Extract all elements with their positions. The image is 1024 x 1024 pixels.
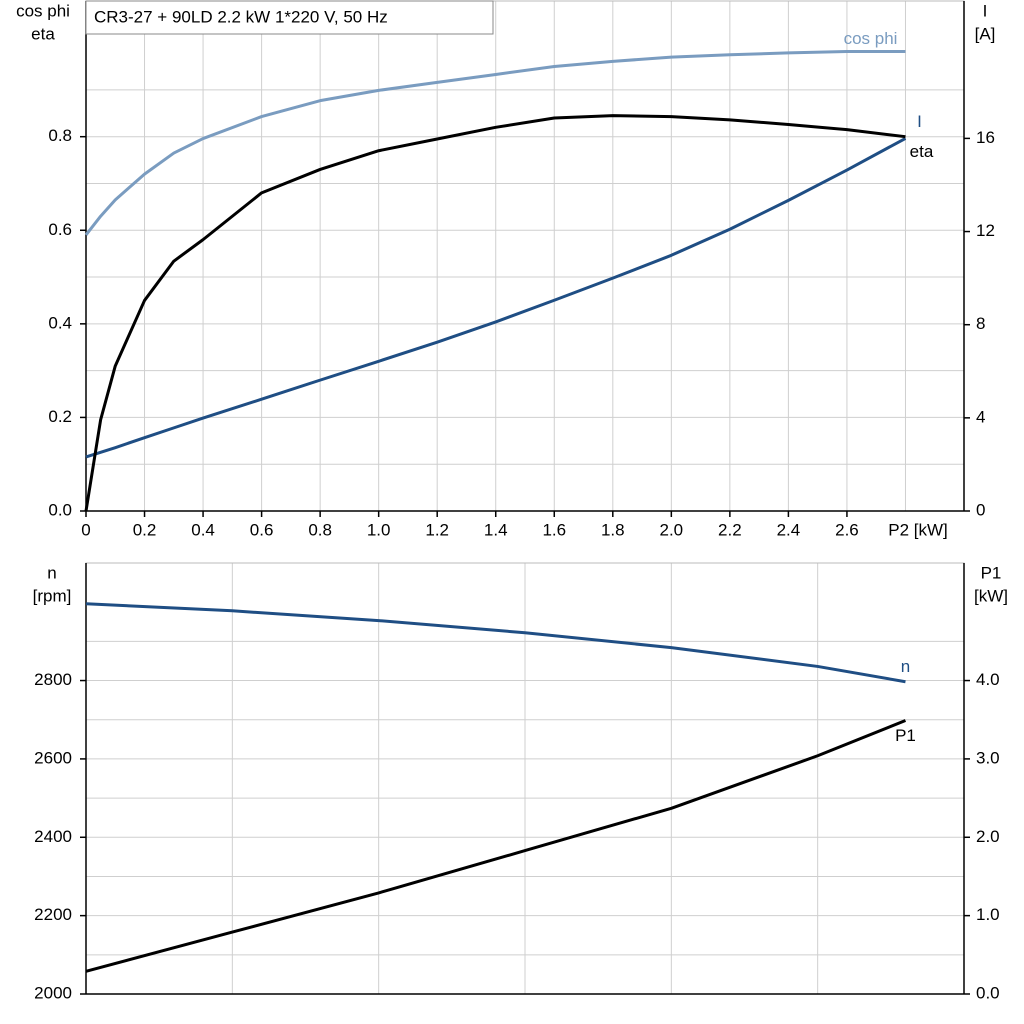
x-tick-label: 1.4: [484, 520, 508, 539]
y-tick-label: 0.2: [48, 407, 72, 426]
x-tick-label: 0: [81, 520, 90, 539]
x-tick-label: 2.0: [660, 520, 684, 539]
y2-tick-label: 0.0: [976, 983, 1000, 1002]
series-label: I: [917, 112, 922, 131]
y2-tick-label: 1.0: [976, 905, 1000, 924]
x-tick-label: 1.0: [367, 520, 391, 539]
x-tick-label: 1.6: [542, 520, 566, 539]
x-tick-label: 0.8: [308, 520, 332, 539]
y-tick-label: 2400: [34, 827, 72, 846]
y-axis-label: eta: [31, 24, 55, 43]
x-tick-label: 2.4: [777, 520, 801, 539]
y-tick-label: 0.0: [48, 500, 72, 519]
y2-tick-label: 4.0: [976, 670, 1000, 689]
y2-axis-label: [A]: [975, 24, 996, 43]
y2-axis-label: I: [983, 1, 988, 20]
y-axis-label: cos phi: [16, 1, 70, 20]
y-tick-label: 2600: [34, 748, 72, 767]
y2-tick-label: 0: [976, 500, 985, 519]
y2-axis-label: [kW]: [974, 586, 1008, 605]
y2-tick-label: 16: [976, 128, 995, 147]
y-tick-label: 0.4: [48, 313, 72, 332]
series-label: n: [901, 657, 910, 676]
y-axis-label: [rpm]: [33, 586, 72, 605]
chart-title: CR3-27 + 90LD 2.2 kW 1*220 V, 50 Hz: [94, 7, 388, 26]
series-label: eta: [910, 142, 934, 161]
y-tick-label: 0.6: [48, 220, 72, 239]
series-line: [85, 719, 907, 973]
y-tick-label: 2000: [34, 983, 72, 1002]
x-tick-label: 0.2: [133, 520, 157, 539]
y2-tick-label: 4: [976, 407, 985, 426]
x-tick-label: 1.2: [425, 520, 449, 539]
title-box: [85, 0, 494, 35]
x-tick-label: 1.8: [601, 520, 625, 539]
x-tick-label: 0.6: [250, 520, 274, 539]
y2-tick-label: 12: [976, 221, 995, 240]
plot-frame: [85, 0, 965, 512]
y2-tick-label: 3.0: [976, 748, 1000, 767]
x-tick-label: 0.4: [191, 520, 215, 539]
y-axis-label: n: [47, 563, 56, 582]
series-label: cos phi: [844, 29, 898, 48]
y-tick-label: 2200: [34, 905, 72, 924]
y-tick-label: 0.8: [48, 126, 72, 145]
series-line: [85, 137, 907, 459]
series-line: [84, 114, 906, 512]
x-tick-label: 2.2: [718, 520, 742, 539]
x-tick-label: 2.6: [835, 520, 859, 539]
series-line: [84, 50, 906, 236]
y-tick-label: 2800: [34, 670, 72, 689]
series-label: P1: [895, 726, 916, 745]
series-line: [85, 602, 906, 684]
y2-tick-label: 8: [976, 314, 985, 333]
y2-tick-label: 2.0: [976, 827, 1000, 846]
x-axis-label: P2 [kW]: [888, 520, 948, 539]
y2-axis-label: P1: [981, 563, 1002, 582]
